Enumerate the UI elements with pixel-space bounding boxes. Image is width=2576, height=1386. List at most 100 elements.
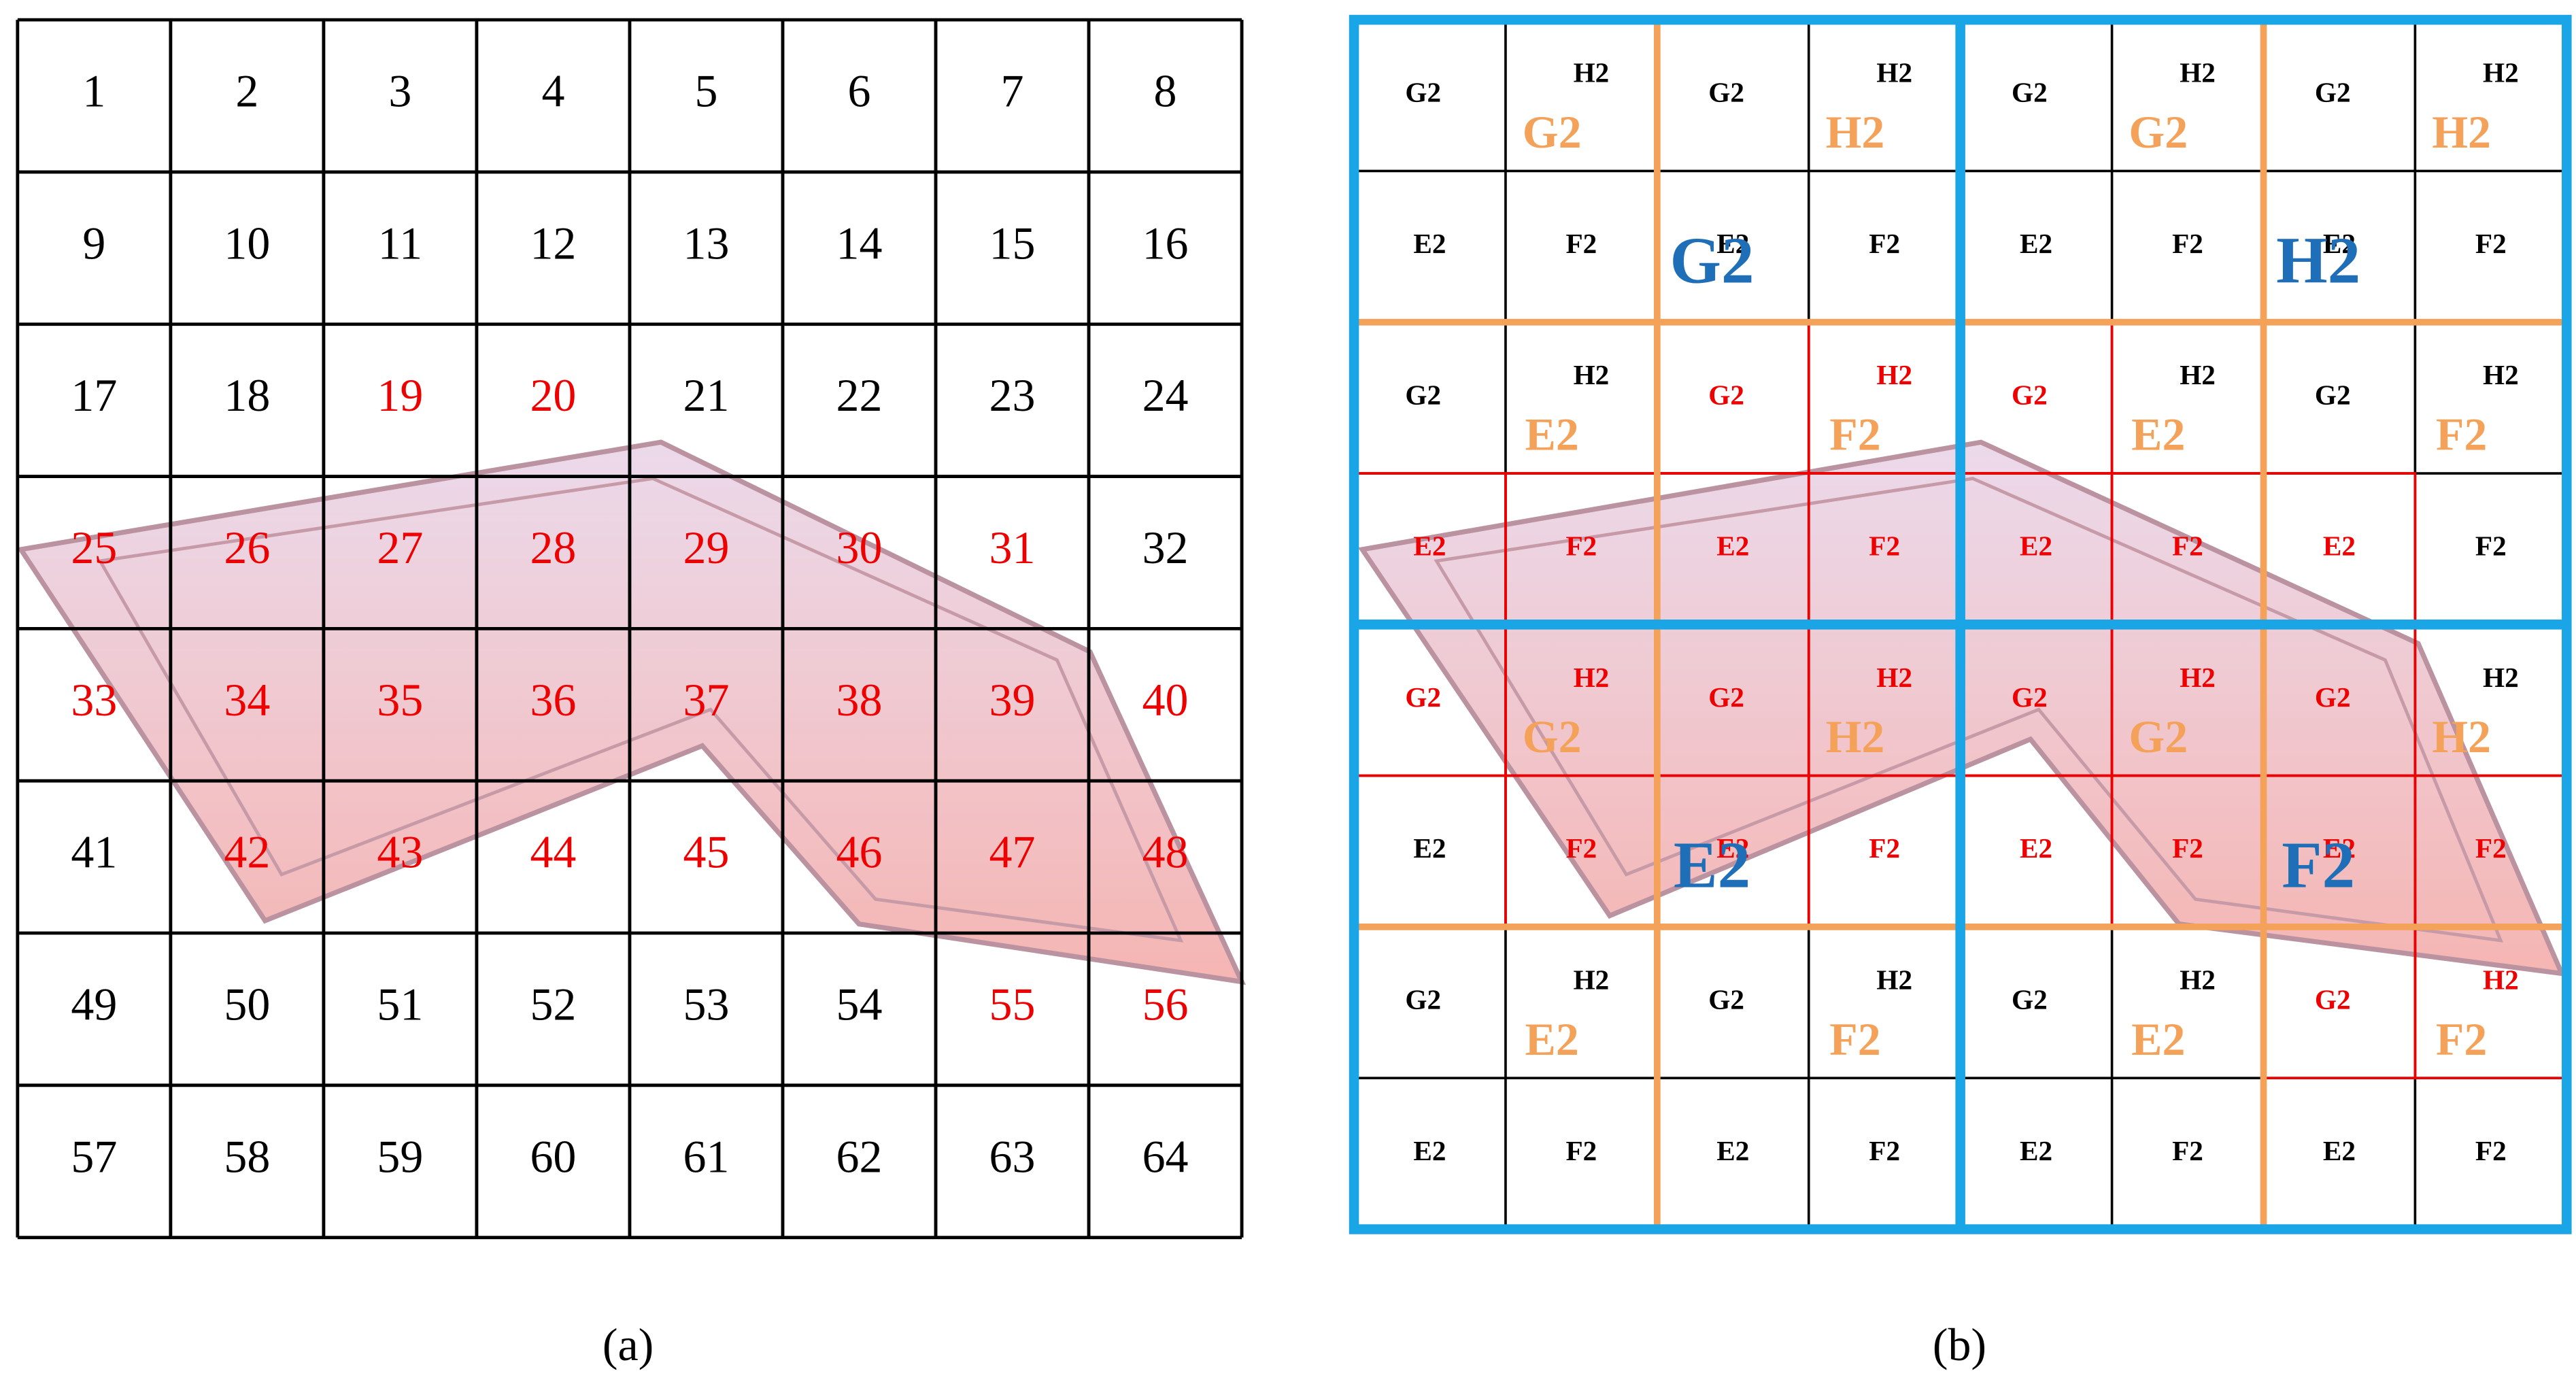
cell-label: H2: [2483, 662, 2519, 693]
cell-number: 62: [836, 1130, 883, 1182]
cell-number: 13: [683, 217, 730, 269]
cell-number: 9: [82, 217, 105, 269]
cell-number: 56: [1142, 979, 1189, 1030]
cell-number: 21: [683, 369, 730, 421]
cell-label: E2: [1413, 1135, 1446, 1166]
cell-number: 57: [71, 1130, 117, 1182]
cell-label: F2: [2475, 530, 2507, 562]
cell-label: H2: [1876, 359, 1912, 390]
cell-label: F2: [2475, 1135, 2507, 1166]
cell-label: H2: [1876, 964, 1912, 995]
cell-label: F2: [1869, 228, 1900, 259]
cell-number: 63: [989, 1130, 1036, 1182]
orange-label: G2: [2129, 711, 2188, 762]
cell-number: 41: [71, 826, 117, 878]
cell-number: 19: [377, 369, 423, 421]
cell-number: 22: [836, 369, 883, 421]
cell-label: F2: [2172, 832, 2203, 864]
cell-label: G2: [2315, 984, 2351, 1015]
cell-label: F2: [1869, 832, 1900, 864]
cell-label: H2: [1574, 57, 1610, 88]
cell-label: F2: [2475, 832, 2507, 864]
orange-label: H2: [2432, 711, 2491, 762]
cell-label: G2: [1405, 681, 1441, 713]
cell-label: E2: [2323, 1135, 2356, 1166]
cell-label: G2: [2012, 77, 2048, 108]
blue-label: F2: [2282, 829, 2355, 902]
orange-label: F2: [2436, 1013, 2487, 1065]
cell-number: 47: [989, 826, 1036, 878]
cell-label: G2: [1708, 681, 1744, 713]
cell-number: 18: [224, 369, 270, 421]
cell-label: E2: [1716, 1135, 1749, 1166]
orange-label: E2: [2131, 409, 2185, 460]
cell-number: 17: [71, 369, 117, 421]
orange-label: E2: [2131, 1013, 2185, 1065]
cell-number: 11: [378, 217, 422, 269]
orange-label: F2: [1829, 409, 1880, 460]
cell-number: 54: [836, 979, 883, 1030]
cell-number: 10: [224, 217, 270, 269]
cell-label: H2: [2180, 57, 2216, 88]
cell-number: 23: [989, 369, 1036, 421]
cell-label: G2: [1405, 77, 1441, 108]
cell-number: 34: [224, 674, 270, 726]
cell-number: 4: [541, 65, 564, 117]
cell-number: 42: [224, 826, 270, 878]
cell-number: 26: [224, 522, 270, 573]
orange-label: G2: [2129, 106, 2188, 158]
cell-label: G2: [1708, 379, 1744, 410]
cell-number: 58: [224, 1130, 270, 1182]
cell-number: 6: [848, 65, 871, 117]
cell-number: 52: [530, 979, 576, 1030]
orange-label: E2: [1525, 409, 1579, 460]
cell-label: F2: [1566, 530, 1597, 562]
cell-label: H2: [1876, 57, 1912, 88]
cell-number: 59: [377, 1130, 423, 1182]
cell-label: H2: [1574, 662, 1610, 693]
cell-label: H2: [2180, 359, 2216, 390]
cell-label: E2: [1413, 832, 1446, 864]
cell-label: G2: [2012, 984, 2048, 1015]
cell-number: 45: [683, 826, 730, 878]
cell-number: 40: [1142, 674, 1189, 726]
cell-number: 3: [388, 65, 411, 117]
cell-label: G2: [2315, 681, 2351, 713]
orange-label: G2: [1523, 711, 1582, 762]
cell-number: 29: [683, 522, 730, 573]
cell-number: 53: [683, 979, 730, 1030]
caption: (a): [603, 1319, 654, 1370]
cell-label: H2: [1574, 964, 1610, 995]
cell-number: 7: [1001, 65, 1024, 117]
cell-label: E2: [2020, 530, 2052, 562]
orange-label: F2: [1829, 1013, 1880, 1065]
cell-number: 61: [683, 1130, 730, 1182]
cell-number: 39: [989, 674, 1036, 726]
cell-label: G2: [2012, 379, 2048, 410]
cell-label: G2: [2315, 379, 2351, 410]
cell-number: 51: [377, 979, 423, 1030]
cell-label: G2: [1708, 77, 1744, 108]
cell-number: 12: [530, 217, 576, 269]
cell-label: F2: [1869, 530, 1900, 562]
cell-number: 33: [71, 674, 117, 726]
blue-label: G2: [1670, 224, 1755, 297]
cell-label: G2: [1405, 379, 1441, 410]
cell-label: F2: [1869, 1135, 1900, 1166]
cell-number: 27: [377, 522, 423, 573]
cell-number: 14: [836, 217, 883, 269]
cell-number: 49: [71, 979, 117, 1030]
cell-label: F2: [2172, 1135, 2203, 1166]
cell-label: H2: [2483, 57, 2519, 88]
cell-label: G2: [2315, 77, 2351, 108]
blue-label: H2: [2276, 224, 2360, 297]
cell-label: F2: [1566, 1135, 1597, 1166]
cell-label: H2: [2483, 359, 2519, 390]
cell-number: 36: [530, 674, 576, 726]
blue-label: E2: [1674, 829, 1750, 902]
caption: (b): [1933, 1319, 1986, 1370]
cell-label: H2: [2483, 964, 2519, 995]
orange-label: H2: [2432, 106, 2491, 158]
cell-number: 60: [530, 1130, 576, 1182]
